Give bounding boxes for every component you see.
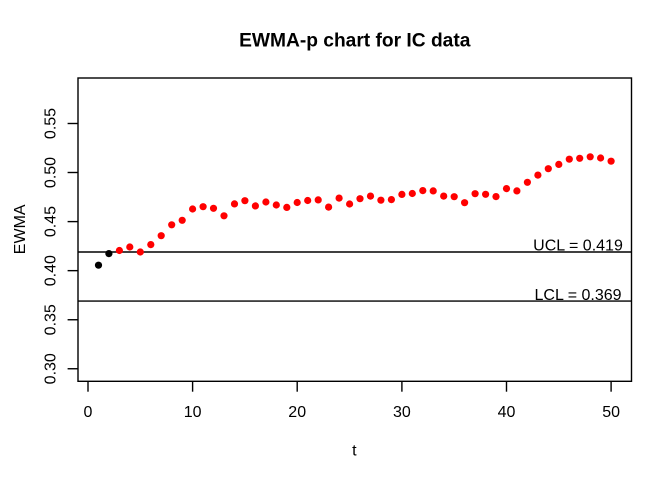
svg-text:0.50: 0.50 xyxy=(43,157,60,188)
svg-text:10: 10 xyxy=(184,404,202,421)
svg-text:20: 20 xyxy=(288,404,306,421)
svg-text:0: 0 xyxy=(84,404,93,421)
svg-text:0.30: 0.30 xyxy=(43,353,60,384)
svg-text:0.40: 0.40 xyxy=(43,255,60,286)
svg-text:40: 40 xyxy=(498,404,516,421)
svg-text:t: t xyxy=(352,443,357,460)
svg-text:0.45: 0.45 xyxy=(43,206,60,237)
svg-text:30: 30 xyxy=(393,404,411,421)
svg-text:EWMA-p chart for IC data: EWMA-p chart for IC data xyxy=(239,31,471,52)
svg-text:50: 50 xyxy=(602,404,620,421)
svg-text:0.35: 0.35 xyxy=(43,304,60,335)
svg-text:0.55: 0.55 xyxy=(43,108,60,139)
svg-text:EWMA: EWMA xyxy=(12,204,29,254)
svg-text:UCL = 0.419: UCL = 0.419 xyxy=(533,238,623,255)
svg-text:LCL = 0.369: LCL = 0.369 xyxy=(534,287,621,304)
